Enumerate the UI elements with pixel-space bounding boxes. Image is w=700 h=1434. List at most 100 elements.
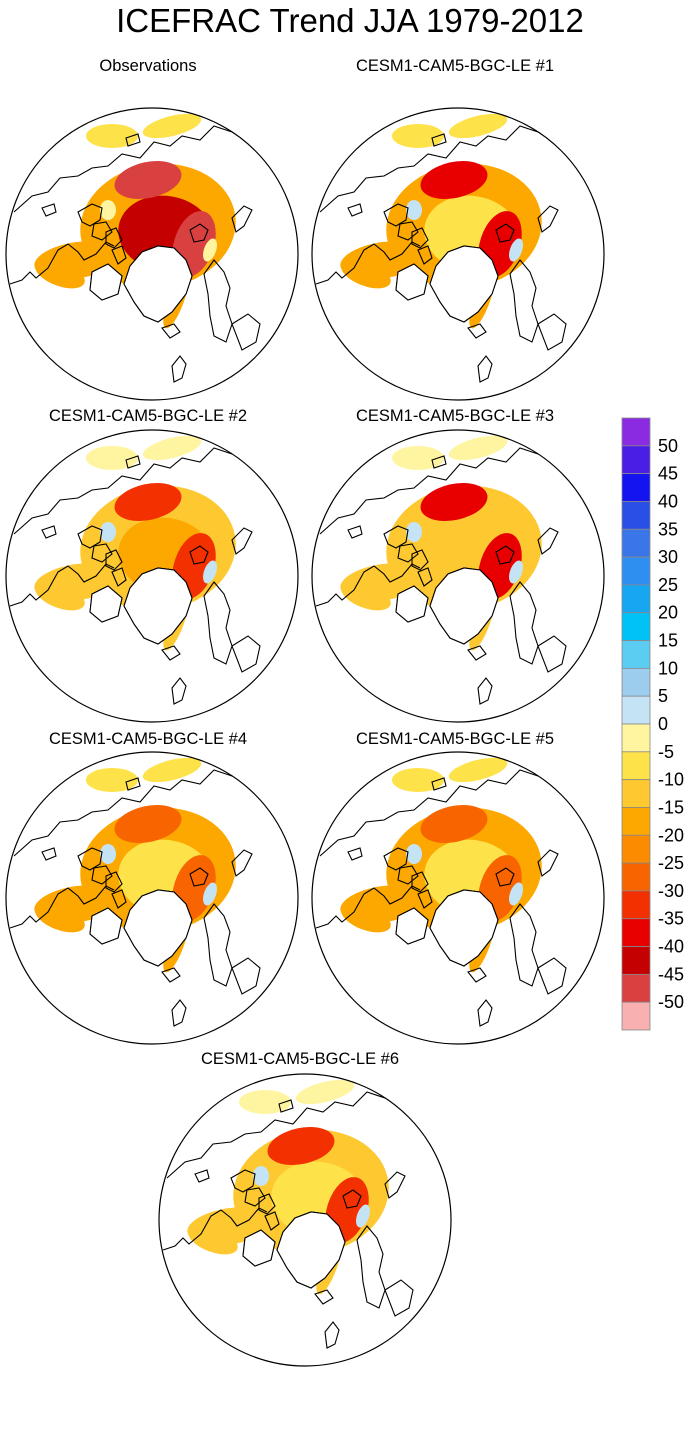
colorbar: 50454035302520151050-5-10-15-20-25-30-35… [621,417,684,1031]
coastline-siberiaCoast [166,1091,418,1179]
colorbar-label: 45 [658,464,678,484]
coastline-wrangel [431,777,447,791]
panel-title: CESM1-CAM5-BGC-LE #4 [48,730,248,748]
coastline-wrangel [125,133,141,147]
colorbar-label: 25 [658,575,678,595]
sea-ice-trend-field [9,435,265,705]
coastline-alaskaIslands [347,525,363,539]
panel-title: CESM1-CAM5-BGC-LE #2 [48,407,248,425]
colorbar-box [621,584,651,614]
colorbar-box [621,751,651,781]
coastlines [162,1091,418,1349]
colorbar-label: -50 [658,992,684,1012]
colorbar-box [621,807,651,836]
coastline-kamchatka [11,171,25,185]
coastline-svalbard [189,867,209,887]
colorbar-box [621,445,651,475]
coastline-alaskaIslands [194,1169,210,1183]
colorbar-box [621,723,651,753]
coastline-archipelago [77,847,127,909]
sea-ice-trend-field [315,757,571,1027]
coastline-archipelago [383,847,433,909]
coastline-archipelago [230,1169,280,1231]
coastline-wrangel [125,777,141,791]
coastline-uk [171,999,187,1027]
colorbar-label: 50 [658,436,678,456]
colorbar-box [621,556,651,586]
hudson-bay [89,263,123,301]
coastline-canadaCoast [9,241,115,285]
hudson-bay [89,585,123,623]
colorbar-label: 15 [658,631,678,651]
greenland [123,889,193,967]
panel-title: CESM1-CAM5-BGC-LE #6 [200,1050,400,1068]
coastline-kamchatka [317,493,331,507]
greenland [123,567,193,645]
coastline-canadaCoast [9,885,115,929]
coastline-uk [171,677,187,705]
coastline-scandinavia [509,903,567,995]
coastline-siberiaCoast [13,769,265,857]
sea-ice-trend-field [315,435,571,705]
colorbar-label: 0 [658,714,668,734]
coastline-kamchatka [164,1137,178,1151]
greenland [276,1211,346,1289]
coastline-iceland [161,645,181,661]
coastline-svalbard [189,223,209,243]
hudson-bay [242,1229,276,1267]
panel-title: Observations [99,57,197,75]
colorbar-label: 30 [658,547,678,567]
colorbar-box [621,973,651,1003]
coastline-novaya [231,527,253,555]
coastline-canadaCoast [315,241,421,285]
colorbar-box [621,779,651,808]
greenland [429,567,499,645]
coastline-alaskaIslands [41,847,57,861]
coastline-siberiaCoast [319,769,571,857]
coastline-scandinavia [356,1225,414,1317]
sea-ice-trend-field [9,113,265,383]
coastline-archipelago [383,525,433,587]
coastline-svalbard [189,545,209,565]
panel-title: CESM1-CAM5-BGC-LE #1 [355,57,555,75]
colorbar-label: -25 [658,853,684,873]
coastline-alaskaIslands [347,847,363,861]
map-border [311,107,605,401]
colorbar-label: -15 [658,797,684,817]
coastline-scandinavia [203,903,261,995]
colorbar-label: 5 [658,686,668,706]
greenland [429,245,499,323]
hudson-bay [89,907,123,945]
coastline-siberiaCoast [13,125,265,213]
map-border [311,751,605,1045]
coastline-scandinavia [203,581,261,673]
coastline-kamchatka [317,815,331,829]
map-border [311,429,605,723]
colorbar-box [621,890,651,920]
coastline-svalbard [495,223,515,243]
coastline-novaya [537,205,559,233]
colorbar-box [621,528,651,558]
coastline-canadaCoast [315,563,421,607]
colorbar-box [621,473,651,502]
coastline-canadaCoast [162,1207,268,1251]
coastline-iceland [314,1289,334,1305]
coastline-kamchatka [11,493,25,507]
colorbar-box [621,695,651,725]
colorbar-label: -30 [658,881,684,901]
colorbar-label: 20 [658,603,678,623]
map-border [5,751,299,1045]
colorbar-box [621,918,651,947]
colorbar-label: -40 [658,937,684,957]
coastline-canadaCoast [315,885,421,929]
coastline-novaya [384,1171,406,1199]
map-border [5,429,299,723]
coastline-scandinavia [203,259,261,351]
coastline-svalbard [495,545,515,565]
coastline-iceland [161,967,181,983]
coastline-siberiaCoast [13,447,265,535]
colorbar-label: 10 [658,658,678,678]
map-border [5,107,299,401]
coastline-iceland [467,967,487,983]
coastline-uk [477,355,493,383]
